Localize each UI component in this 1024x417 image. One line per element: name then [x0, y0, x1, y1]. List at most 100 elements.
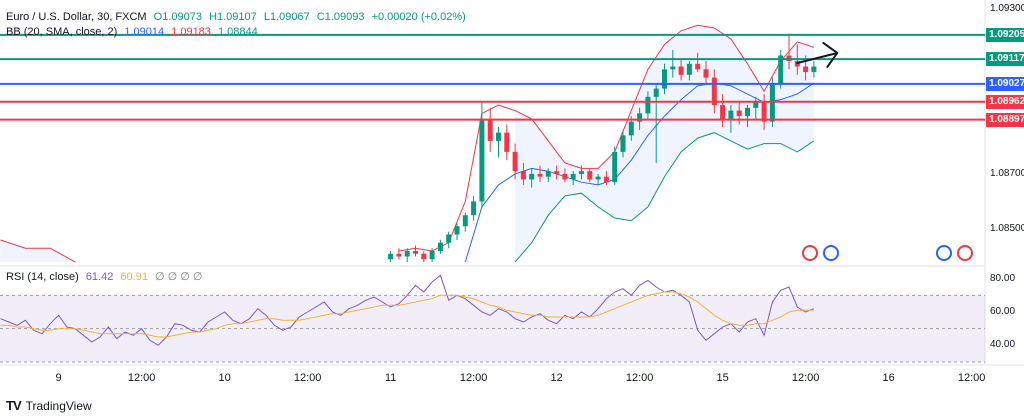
candle — [587, 168, 593, 183]
candle-body — [603, 176, 609, 183]
open-value: O1.09073 — [153, 11, 202, 23]
candle-body — [462, 215, 468, 227]
high-value: H1.09107 — [209, 11, 257, 23]
candle — [413, 245, 418, 257]
candle — [429, 248, 435, 262]
time-axis-label: 12:00 — [791, 372, 820, 384]
change-value: +0.00020 (+0.02%) — [371, 11, 466, 23]
candle-body — [404, 250, 410, 257]
tradingview-logo[interactable]: TV TradingView — [6, 398, 92, 413]
candle-body — [520, 171, 526, 180]
price-axis-label: 1.08700 — [990, 167, 1024, 179]
candle — [446, 231, 452, 249]
candle — [811, 61, 817, 78]
candle-body — [446, 234, 452, 243]
candle — [454, 223, 460, 240]
candle-body — [587, 171, 593, 180]
candle — [620, 129, 626, 158]
candle — [686, 61, 692, 81]
candle-body — [628, 121, 634, 136]
candle-body — [803, 66, 809, 73]
candle-body — [396, 253, 402, 257]
candle-body — [620, 135, 626, 152]
rsi-label[interactable]: RSI (14, close) — [6, 271, 79, 283]
candle — [421, 250, 427, 262]
candle-body — [745, 107, 750, 117]
candle — [520, 162, 526, 185]
brand-name: TradingView — [25, 398, 92, 413]
candle-body — [529, 173, 535, 180]
candle-body — [686, 63, 692, 75]
candle-body — [736, 110, 742, 117]
candle-body — [454, 226, 460, 235]
candle — [645, 91, 651, 119]
candle-body — [720, 105, 726, 119]
rsi-axis-label: 80.00 — [990, 272, 1016, 284]
candle — [404, 248, 410, 262]
time-axis-label: 15 — [716, 372, 729, 384]
price-axis-label: 1.08500 — [990, 222, 1024, 234]
candle-body — [537, 173, 543, 177]
candle — [603, 171, 609, 185]
candle — [612, 146, 618, 185]
candle — [711, 69, 717, 114]
candle-body — [653, 88, 659, 97]
arrow-drawing — [796, 41, 839, 68]
candle-body — [678, 66, 684, 75]
candle — [720, 94, 726, 128]
lightning-event-icon[interactable] — [802, 245, 818, 261]
candle-body — [703, 69, 709, 78]
level-price-badge[interactable]: 1.09117 — [986, 52, 1024, 67]
rsi-value: 61.42 — [85, 271, 114, 283]
candle-body — [504, 132, 510, 152]
candle — [504, 124, 510, 161]
candle — [487, 107, 493, 152]
candle — [695, 52, 701, 73]
candle-body — [645, 96, 651, 114]
candle-body — [421, 253, 427, 260]
candle — [545, 168, 551, 183]
bb-lower-line — [514, 132, 815, 263]
time-axis-label: 16 — [882, 372, 895, 384]
time-axis-label: 12:00 — [459, 372, 488, 384]
rsi-ma-line — [0, 291, 814, 338]
tradingview-mark-icon: TV — [6, 398, 22, 413]
candle-body — [471, 201, 477, 216]
candle-body — [753, 102, 759, 108]
level-price-badge[interactable]: 1.08962 — [986, 94, 1024, 109]
us-flag-event-icon[interactable] — [957, 245, 973, 261]
candle — [437, 239, 443, 254]
candle — [761, 94, 767, 130]
candle — [678, 58, 684, 81]
candle — [703, 61, 709, 84]
candle-body — [487, 118, 493, 141]
symbol-label[interactable]: Euro / U.S. Dollar, 30, FXCM — [6, 11, 147, 23]
level-price-badge[interactable]: 1.08897 — [986, 112, 1024, 127]
candle-body — [579, 171, 584, 174]
time-axis-label: 11 — [384, 372, 397, 384]
rsi-extra-values: ∅ ∅ ∅ ∅ — [155, 271, 203, 283]
candle — [471, 195, 477, 221]
candle-body — [670, 66, 676, 70]
rsi-axis-label: 60.00 — [990, 306, 1016, 317]
candle-body — [512, 151, 518, 172]
time-axis-label: 12:00 — [127, 372, 156, 384]
level-price-badge[interactable]: 1.09205 — [986, 27, 1024, 42]
level-price-badge[interactable]: 1.09027 — [986, 76, 1024, 91]
candle-body — [496, 132, 501, 141]
candle — [512, 143, 518, 180]
bb-label[interactable]: BB (20, SMA, close, 2) — [6, 26, 118, 38]
candle — [653, 83, 659, 163]
globe-event-icon[interactable] — [936, 245, 952, 261]
candle-body — [761, 102, 767, 122]
candle — [778, 50, 784, 89]
candle-body — [695, 63, 701, 70]
time-axis-label: 12 — [550, 372, 563, 384]
bb-legend: BB (20, SMA, close, 2) 1.09014 1.09183 1… — [6, 26, 262, 38]
us-flag-event-icon[interactable] — [823, 245, 839, 261]
close-value: C1.09093 — [316, 11, 365, 23]
time-axis-label: 12:00 — [625, 372, 654, 384]
time-axis-label: 9 — [55, 372, 62, 384]
candle — [579, 165, 584, 180]
